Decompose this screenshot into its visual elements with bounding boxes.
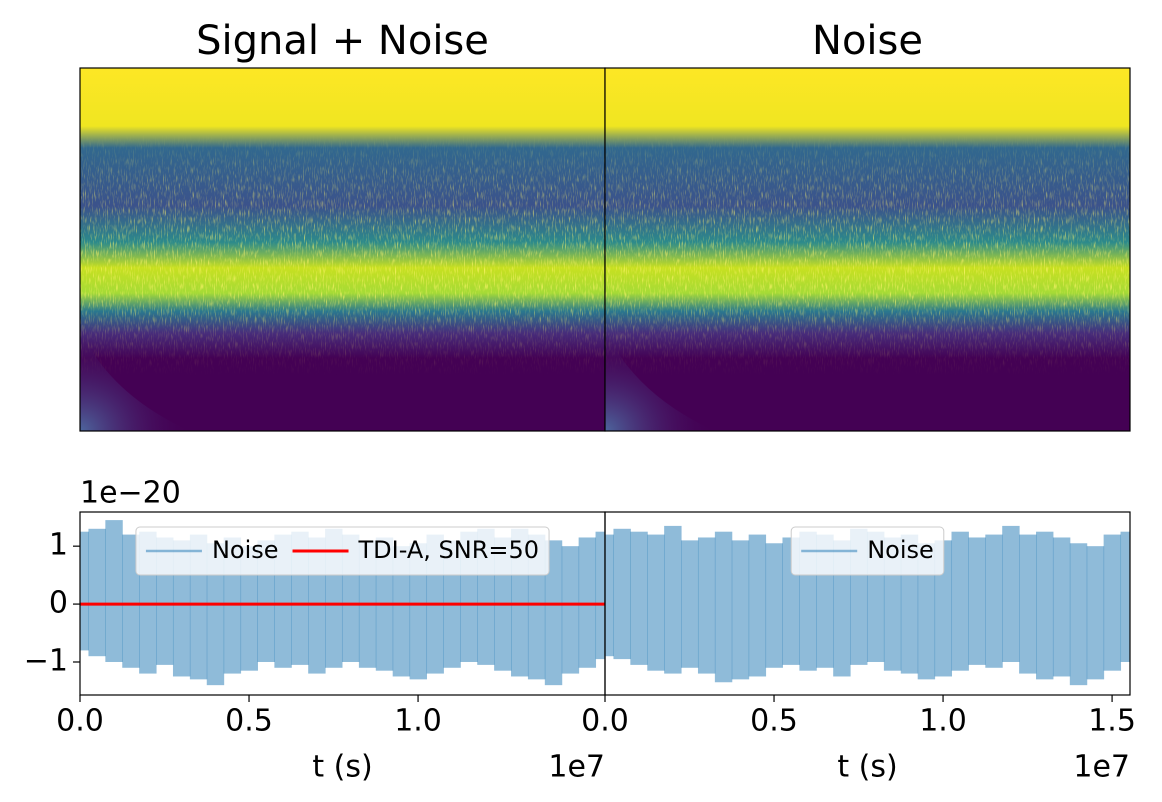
noise-band xyxy=(1002,525,1020,662)
x-offset-label: 1e7 xyxy=(1073,750,1130,785)
spectrogram-chirp xyxy=(80,329,190,431)
x-tick-label: 1.0 xyxy=(394,704,442,739)
noise-band xyxy=(917,543,936,680)
noise-band xyxy=(105,520,123,662)
x-axis-label: t (s) xyxy=(312,750,372,785)
spectrogram-texture xyxy=(80,68,605,431)
spectrogram-panel xyxy=(79,67,606,432)
noise-band xyxy=(392,546,411,677)
noise-band xyxy=(1103,534,1122,671)
noise-band xyxy=(240,546,258,671)
legend-label: Noise xyxy=(212,536,279,564)
spectrogram-frame xyxy=(604,67,1131,432)
legend-label: Noise xyxy=(867,536,934,564)
legend: Noise TDI-A, SNR=50 xyxy=(135,526,550,576)
noise-band xyxy=(595,531,605,660)
spectrogram-panel xyxy=(604,67,1131,432)
y-tick-label: −1 xyxy=(24,643,68,678)
spectrogram-chirp xyxy=(605,329,715,431)
x-tick-label: 0.5 xyxy=(750,704,798,739)
noise-band xyxy=(1052,537,1071,677)
panel-title: Signal + Noise xyxy=(196,18,489,64)
x-axis-label: t (s) xyxy=(837,750,897,785)
noise-band xyxy=(951,531,969,671)
noise-band xyxy=(731,540,750,680)
noise-band xyxy=(561,546,580,674)
x-tick-label: 0.5 xyxy=(225,704,273,739)
x-tick-label: 1.0 xyxy=(919,704,967,739)
noise-band xyxy=(1019,534,1037,674)
plot-area xyxy=(605,525,1130,686)
noise-band xyxy=(544,540,563,686)
x-offset-label: 1e7 xyxy=(548,750,605,785)
y-offset-label: 1e−20 xyxy=(80,476,181,511)
noise-band xyxy=(748,534,767,677)
noise-band xyxy=(714,531,733,683)
x-tick-label: 0.0 xyxy=(56,704,104,739)
panel-title: Noise xyxy=(812,18,923,64)
noise-band xyxy=(1069,543,1088,686)
y-tick-label: 1 xyxy=(49,528,68,563)
noise-band xyxy=(985,534,1003,668)
noise-band xyxy=(647,534,665,671)
noise-band xyxy=(664,525,682,674)
noise-band xyxy=(630,531,648,665)
noise-band xyxy=(80,531,89,651)
x-tick-label: 0.0 xyxy=(581,704,629,739)
legend-label: TDI-A, SNR=50 xyxy=(358,536,540,564)
axes-frame xyxy=(604,511,1131,696)
legend: Noise xyxy=(790,526,945,576)
noise-band xyxy=(122,534,140,668)
legend-box xyxy=(790,526,945,576)
noise-band xyxy=(968,537,986,665)
noise-band xyxy=(88,528,106,657)
spectrogram-texture xyxy=(605,68,1130,431)
noise-band xyxy=(1036,531,1054,680)
noise-band xyxy=(409,543,428,680)
noise-band xyxy=(681,540,699,668)
y-tick-label: 0 xyxy=(49,586,68,621)
noise-band xyxy=(1086,546,1105,680)
noise-band xyxy=(765,543,783,668)
noise-band xyxy=(206,543,225,686)
x-tick-label: 1.5 xyxy=(1088,704,1136,739)
noise-band xyxy=(613,528,631,660)
noise-band xyxy=(697,537,716,674)
noise-band xyxy=(1120,531,1130,662)
noise-band xyxy=(605,534,614,657)
